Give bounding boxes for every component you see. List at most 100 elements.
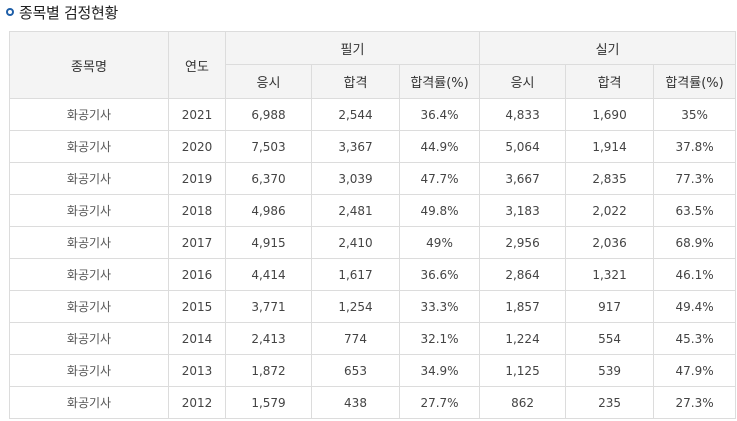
cell-year: 2015 xyxy=(168,290,226,323)
cell-practical-pass-rate: 46.1% xyxy=(653,258,737,291)
cell-written-pass-rate: 44.9% xyxy=(398,130,481,163)
cell-practical-passed: 1,690 xyxy=(565,98,655,131)
cell-written-applicants: 7,503 xyxy=(225,130,312,163)
cell-written-pass-rate: 34.9% xyxy=(398,354,481,387)
exam-stats-table: 종목명 연도 필기 실기 응시 합격 합격률(%) 응시 합격 합격률(%) 화… xyxy=(9,31,737,419)
cell-name: 화공기사 xyxy=(9,354,169,387)
cell-practical-applicants: 4,833 xyxy=(479,98,567,131)
cell-written-passed: 438 xyxy=(311,386,400,419)
cell-practical-passed: 917 xyxy=(565,290,655,323)
cell-practical-applicants: 3,183 xyxy=(479,194,567,227)
cell-practical-applicants: 2,956 xyxy=(479,226,567,259)
cell-practical-pass-rate: 47.9% xyxy=(653,354,737,387)
cell-written-pass-rate: 32.1% xyxy=(398,322,481,355)
cell-written-pass-rate: 36.6% xyxy=(398,258,481,291)
circle-bullet-icon xyxy=(6,8,14,16)
cell-written-passed: 2,481 xyxy=(311,194,400,227)
cell-name: 화공기사 xyxy=(9,290,169,323)
cell-year: 2020 xyxy=(168,130,226,163)
cell-written-passed: 1,617 xyxy=(311,258,400,291)
table-row: 화공기사 2015 3,771 1,254 33.3% 1,857 917 49.4% xyxy=(9,290,737,323)
table-row: 화공기사 2012 1,579 438 27.7% 862 235 27.3% xyxy=(9,386,737,419)
cell-practical-pass-rate: 35% xyxy=(653,98,737,131)
header-name: 종목명 xyxy=(9,31,169,99)
header-written-applicants: 응시 xyxy=(225,64,312,99)
cell-written-passed: 774 xyxy=(311,322,400,355)
cell-practical-applicants: 1,224 xyxy=(479,322,567,355)
cell-written-passed: 2,544 xyxy=(311,98,400,131)
cell-year: 2021 xyxy=(168,98,226,131)
cell-written-pass-rate: 49% xyxy=(398,226,481,259)
cell-name: 화공기사 xyxy=(9,130,169,163)
cell-name: 화공기사 xyxy=(9,98,169,131)
cell-year: 2018 xyxy=(168,194,226,227)
cell-practical-passed: 235 xyxy=(565,386,655,419)
cell-written-applicants: 4,915 xyxy=(225,226,312,259)
header-row-sub: 응시 합격 합격률(%) 응시 합격 합격률(%) xyxy=(10,64,737,99)
cell-practical-passed: 539 xyxy=(565,354,655,387)
cell-written-passed: 3,039 xyxy=(311,162,400,195)
header-written: 필기 xyxy=(224,31,481,65)
cell-practical-applicants: 2,864 xyxy=(479,258,567,291)
cell-practical-applicants: 1,857 xyxy=(479,290,567,323)
cell-practical-passed: 1,914 xyxy=(565,130,655,163)
cell-written-pass-rate: 36.4% xyxy=(398,98,481,131)
cell-practical-pass-rate: 45.3% xyxy=(653,322,737,355)
table-row: 화공기사 2021 6,988 2,544 36.4% 4,833 1,690 35% xyxy=(9,98,737,131)
cell-name: 화공기사 xyxy=(9,386,169,419)
table-row: 화공기사 2020 7,503 3,367 44.9% 5,064 1,914 37.8% xyxy=(9,130,737,163)
cell-year: 2017 xyxy=(168,226,226,259)
page-title: 종목별 검정현황 xyxy=(19,3,118,22)
cell-practical-passed: 1,321 xyxy=(565,258,655,291)
cell-written-passed: 653 xyxy=(311,354,400,387)
cell-practical-applicants: 862 xyxy=(479,386,567,419)
cell-written-applicants: 4,986 xyxy=(225,194,312,227)
cell-practical-pass-rate: 68.9% xyxy=(653,226,737,259)
cell-year: 2016 xyxy=(168,258,226,291)
cell-name: 화공기사 xyxy=(9,194,169,227)
table-row: 화공기사 2019 6,370 3,039 47.7% 3,667 2,835 77.3% xyxy=(9,162,737,195)
cell-practical-applicants: 3,667 xyxy=(479,162,567,195)
cell-practical-passed: 2,835 xyxy=(565,162,655,195)
cell-practical-applicants: 5,064 xyxy=(479,130,567,163)
cell-year: 2012 xyxy=(168,386,226,419)
table-row: 화공기사 2018 4,986 2,481 49.8% 3,183 2,022 63.5% xyxy=(9,194,737,227)
table-row: 화공기사 2016 4,414 1,617 36.6% 2,864 1,321 46.1% xyxy=(9,258,737,291)
cell-written-applicants: 4,414 xyxy=(225,258,312,291)
cell-practical-passed: 554 xyxy=(565,322,655,355)
cell-written-pass-rate: 47.7% xyxy=(398,162,481,195)
cell-practical-pass-rate: 37.8% xyxy=(653,130,737,163)
cell-name: 화공기사 xyxy=(9,162,169,195)
cell-written-passed: 2,410 xyxy=(311,226,400,259)
cell-written-applicants: 1,872 xyxy=(225,354,312,387)
cell-name: 화공기사 xyxy=(9,258,169,291)
table-row: 화공기사 2014 2,413 774 32.1% 1,224 554 45.3% xyxy=(9,322,737,355)
cell-written-passed: 1,254 xyxy=(311,290,400,323)
cell-practical-pass-rate: 27.3% xyxy=(653,386,737,419)
cell-year: 2019 xyxy=(168,162,226,195)
cell-year: 2013 xyxy=(168,354,226,387)
header-practical-pass-rate: 합격률(%) xyxy=(653,64,737,99)
cell-written-pass-rate: 49.8% xyxy=(398,194,481,227)
header-practical: 실기 xyxy=(479,31,737,65)
cell-practical-passed: 2,036 xyxy=(565,226,655,259)
cell-practical-applicants: 1,125 xyxy=(479,354,567,387)
cell-written-applicants: 6,370 xyxy=(225,162,312,195)
cell-written-passed: 3,367 xyxy=(311,130,400,163)
table-row: 화공기사 2017 4,915 2,410 49% 2,956 2,036 68.9% xyxy=(9,226,737,259)
section-title: 종목별 검정현황 xyxy=(6,2,118,22)
table-body: 화공기사 2021 6,988 2,544 36.4% 4,833 1,690 35% 화공기사… xyxy=(9,98,737,419)
cell-name: 화공기사 xyxy=(9,226,169,259)
header-year: 연도 xyxy=(168,31,226,99)
header-practical-passed: 합격 xyxy=(565,64,655,99)
header-row-top: 종목명 연도 필기 실기 xyxy=(9,31,737,99)
cell-name: 화공기사 xyxy=(9,322,169,355)
cell-written-applicants: 3,771 xyxy=(225,290,312,323)
table-row: 화공기사 2013 1,872 653 34.9% 1,125 539 47.9% xyxy=(9,354,737,387)
cell-written-pass-rate: 27.7% xyxy=(398,386,481,419)
header-written-passed: 합격 xyxy=(311,64,400,99)
header-written-pass-rate: 합격률(%) xyxy=(398,64,481,99)
cell-written-applicants: 6,988 xyxy=(225,98,312,131)
cell-written-applicants: 1,579 xyxy=(225,386,312,419)
